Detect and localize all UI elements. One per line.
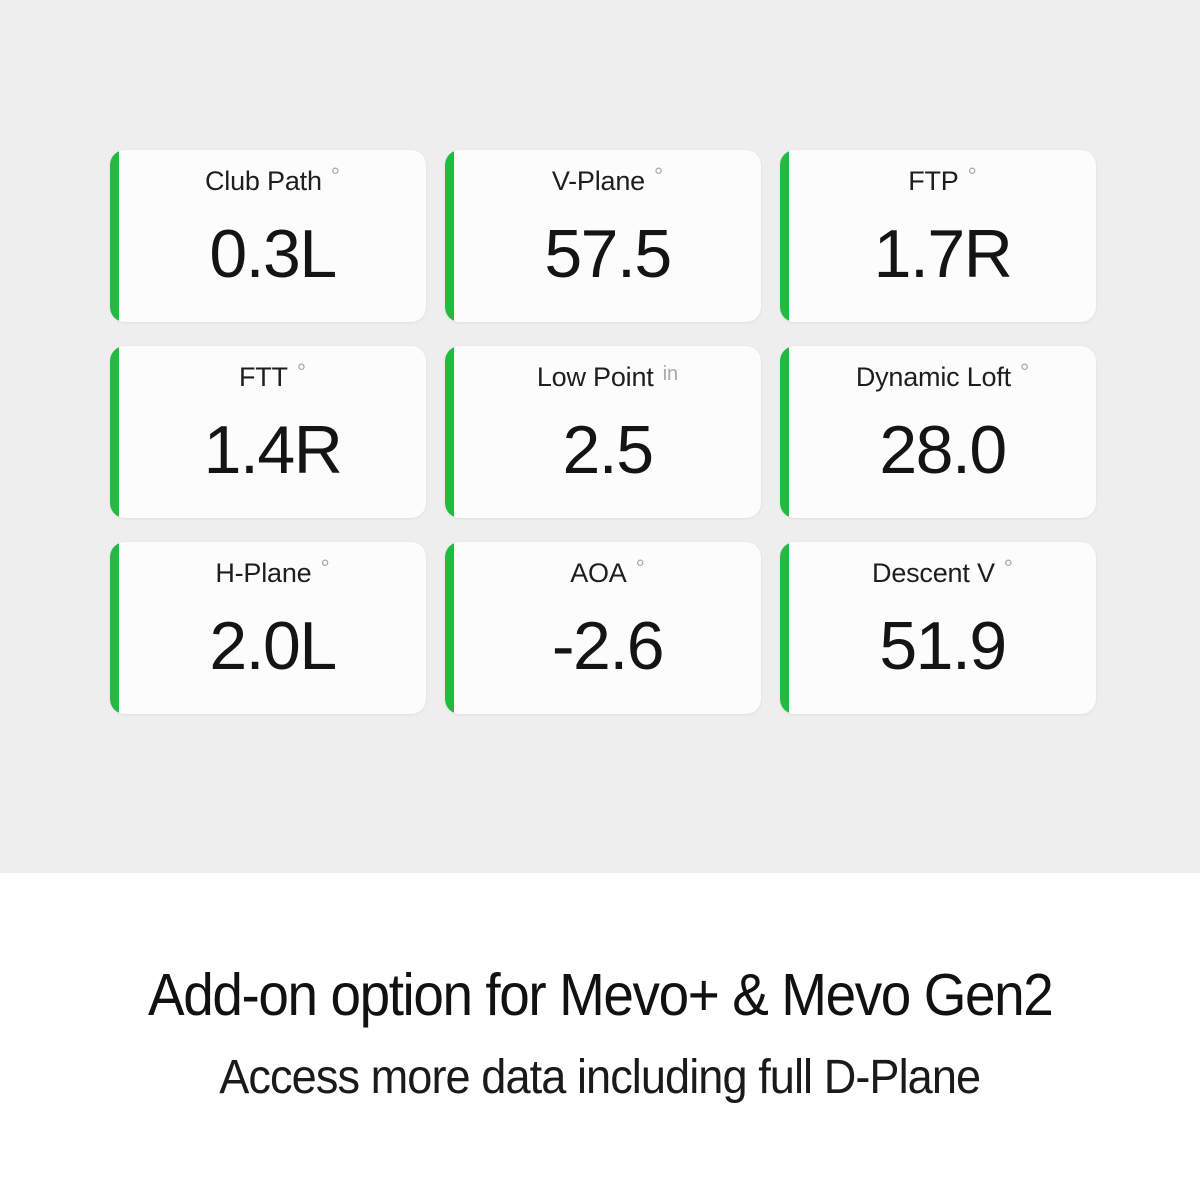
metric-card-ftt[interactable]: FTT ° 1.4R bbox=[110, 346, 426, 518]
metric-card-v-plane[interactable]: V-Plane ° 57.5 bbox=[445, 150, 761, 322]
accent-bar-icon bbox=[445, 542, 454, 714]
metric-label-row: H-Plane ° bbox=[110, 555, 426, 588]
metric-value: -2.6 bbox=[551, 607, 665, 684]
metric-value: 2.0L bbox=[209, 607, 337, 684]
metric-label: FTP bbox=[908, 166, 959, 196]
footer-subtitle: Access more data including full D-Plane bbox=[219, 1050, 982, 1104]
metrics-panel: Club Path ° 0.3L V-Plane ° 57.5 FTP ° bbox=[0, 0, 1200, 873]
accent-bar-icon bbox=[780, 150, 789, 322]
metric-card-ftp[interactable]: FTP ° 1.7R bbox=[780, 150, 1096, 322]
metrics-grid: Club Path ° 0.3L V-Plane ° 57.5 FTP ° bbox=[110, 150, 1096, 714]
metric-unit-degree-icon: ° bbox=[635, 555, 645, 581]
metric-unit-label: in bbox=[662, 363, 679, 385]
accent-bar-icon bbox=[110, 542, 119, 714]
accent-bar-icon bbox=[110, 150, 119, 322]
metric-label: Low Point bbox=[536, 362, 654, 392]
metric-card-low-point[interactable]: Low Point in 2.5 bbox=[445, 346, 761, 518]
metric-label-row: AOA ° bbox=[445, 555, 761, 588]
metric-unit-degree-icon: ° bbox=[320, 555, 330, 581]
metric-value: 1.4R bbox=[203, 411, 343, 488]
metric-value: 2.5 bbox=[562, 411, 654, 488]
metric-label-row: Club Path ° bbox=[110, 163, 426, 196]
metric-value: 57.5 bbox=[544, 215, 672, 292]
footer-headline: Add-on option for Mevo+ & Mevo Gen2 bbox=[147, 962, 1054, 1028]
metric-card-aoa[interactable]: AOA ° -2.6 bbox=[445, 542, 761, 714]
metric-label: AOA bbox=[570, 558, 627, 588]
accent-bar-icon bbox=[110, 346, 119, 518]
metric-card-descent-v[interactable]: Descent V ° 51.9 bbox=[780, 542, 1096, 714]
footer-section: Add-on option for Mevo+ & Mevo Gen2 Acce… bbox=[0, 873, 1200, 1200]
accent-bar-icon bbox=[780, 542, 789, 714]
accent-bar-icon bbox=[445, 346, 454, 518]
metric-label: Club Path bbox=[205, 166, 322, 196]
metric-unit-degree-icon: ° bbox=[1003, 555, 1013, 581]
metric-label-row: Low Point in bbox=[445, 364, 761, 391]
metric-unit-degree-icon: ° bbox=[296, 359, 307, 385]
metric-label: FTT bbox=[238, 362, 288, 392]
metric-label-row: Dynamic Loft ° bbox=[780, 359, 1096, 392]
metric-label-row: V-Plane ° bbox=[445, 163, 761, 196]
metric-label: Dynamic Loft bbox=[855, 362, 1011, 392]
metric-value: 51.9 bbox=[879, 607, 1007, 684]
metric-unit-degree-icon: ° bbox=[1019, 359, 1030, 385]
metric-label: V-Plane bbox=[551, 166, 645, 196]
metric-card-dynamic-loft[interactable]: Dynamic Loft ° 28.0 bbox=[780, 346, 1096, 518]
metric-label: Descent V bbox=[872, 558, 995, 588]
metric-unit-degree-icon: ° bbox=[653, 163, 664, 189]
metric-label-row: Descent V ° bbox=[780, 555, 1096, 588]
accent-bar-icon bbox=[445, 150, 454, 322]
metric-card-club-path[interactable]: Club Path ° 0.3L bbox=[110, 150, 426, 322]
metric-value: 1.7R bbox=[873, 215, 1013, 292]
metric-label: H-Plane bbox=[215, 558, 312, 588]
metric-label-row: FTT ° bbox=[110, 359, 426, 392]
metric-unit-degree-icon: ° bbox=[330, 163, 340, 189]
metric-value: 0.3L bbox=[209, 215, 337, 292]
metric-label-row: FTP ° bbox=[780, 163, 1096, 196]
metric-value: 28.0 bbox=[879, 411, 1007, 488]
metric-card-h-plane[interactable]: H-Plane ° 2.0L bbox=[110, 542, 426, 714]
metric-unit-degree-icon: ° bbox=[967, 163, 977, 189]
accent-bar-icon bbox=[780, 346, 789, 518]
